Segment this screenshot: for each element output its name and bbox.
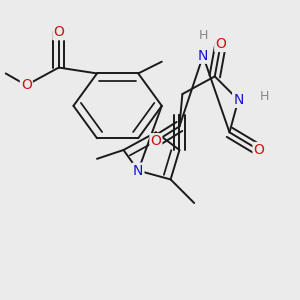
Text: O: O — [254, 143, 264, 157]
Text: N: N — [233, 93, 244, 107]
Text: N: N — [198, 49, 208, 63]
Text: N: N — [133, 164, 143, 178]
Text: O: O — [215, 37, 226, 51]
Text: O: O — [151, 134, 161, 148]
Text: O: O — [53, 25, 64, 39]
Text: H: H — [260, 91, 269, 103]
Text: O: O — [21, 78, 32, 92]
Text: H: H — [198, 29, 208, 42]
